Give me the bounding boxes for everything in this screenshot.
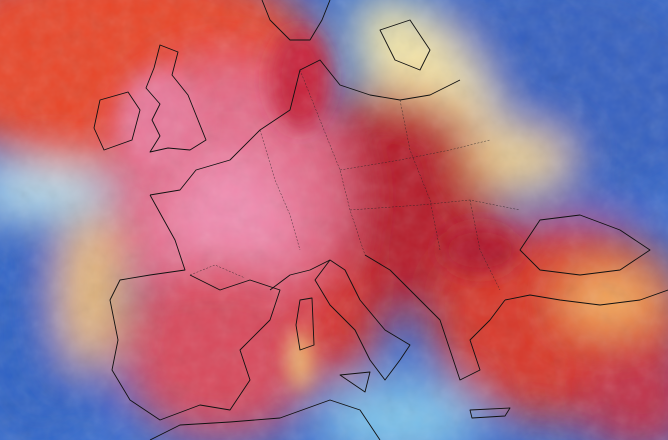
adriatic-balkans — [364, 254, 506, 381]
gulf-of-lion — [269, 259, 331, 291]
sardinia-corsica — [295, 297, 315, 351]
north-africa — [149, 399, 381, 440]
coastlines — [93, 0, 668, 440]
biscay-iberia — [109, 194, 281, 421]
baltic — [379, 19, 431, 71]
scandinavia — [261, 0, 331, 41]
italy — [314, 259, 411, 381]
borders — [189, 69, 521, 291]
crete — [469, 407, 511, 419]
sicily — [339, 371, 371, 393]
great-britain — [145, 44, 207, 153]
border — [189, 69, 521, 291]
black-sea — [519, 214, 651, 276]
aegean-turkey — [504, 289, 668, 306]
ireland — [93, 91, 141, 151]
